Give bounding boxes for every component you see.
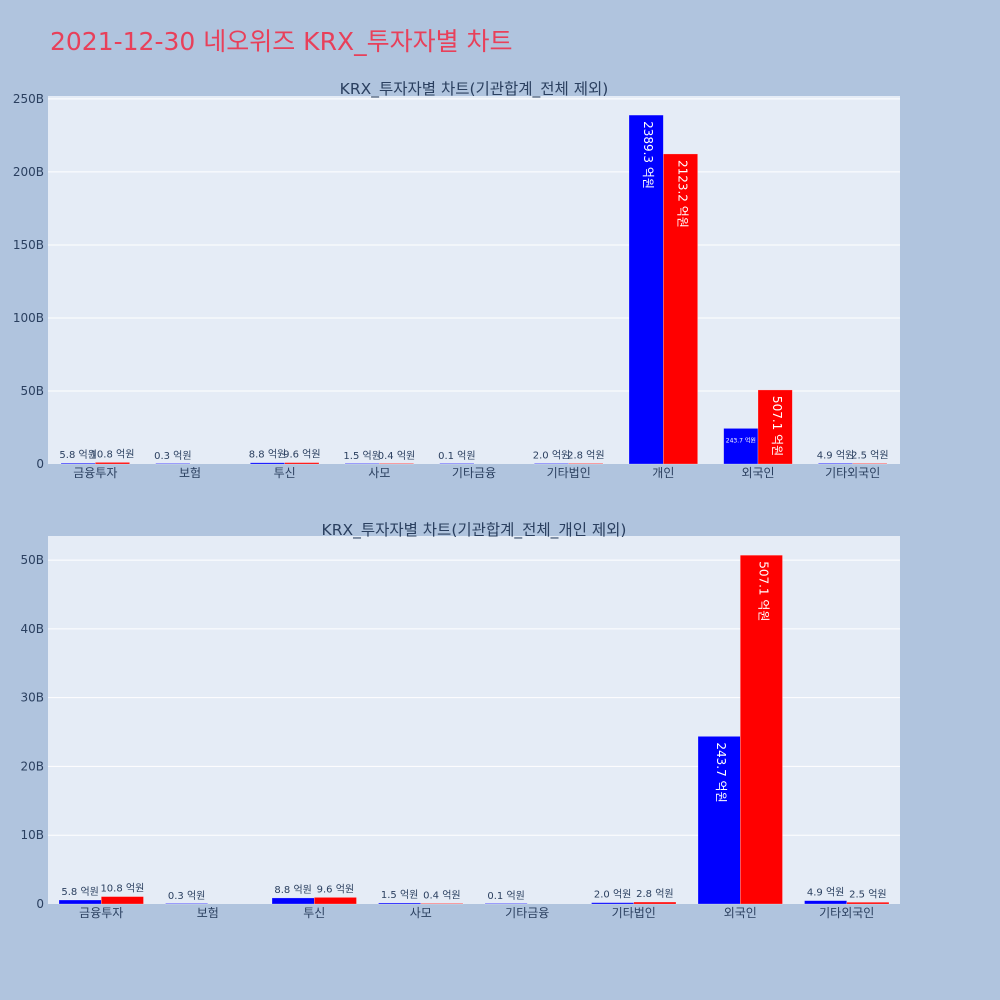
bar: [757, 389, 793, 465]
data-label: 2.0 억원: [533, 450, 570, 462]
y-tick-label: 0: [36, 457, 44, 471]
x-tick-label: 기타금융: [452, 466, 496, 480]
bar: [60, 462, 96, 465]
bar: [804, 900, 847, 905]
bar: [846, 902, 890, 905]
bar: [534, 463, 569, 465]
bar: [818, 463, 853, 465]
data-label: 2.5 억원: [851, 450, 888, 462]
x-tick-label: 투신: [274, 466, 296, 480]
data-label: 2.8 억원: [567, 450, 604, 462]
bar: [697, 736, 741, 905]
data-label: 1.5 억원: [343, 450, 380, 462]
bar: [723, 428, 759, 465]
bar: [165, 903, 208, 905]
data-label: 5.8 억원: [61, 886, 98, 898]
data-label: 0.1 억원: [487, 890, 524, 902]
bar: [568, 463, 604, 465]
data-label: 4.9 억원: [817, 449, 854, 461]
bar: [344, 463, 380, 465]
x-tick-label: 보험: [179, 466, 201, 480]
bar: [284, 462, 320, 465]
bar: [314, 897, 357, 905]
bar: [271, 897, 315, 905]
data-label: 507.1 억원: [770, 396, 784, 456]
y-tick-label: 40B: [20, 622, 44, 636]
data-label: 0.4 억원: [378, 450, 415, 462]
page-title: 2021-12-30 네오위즈 KRX_투자자별 차트: [50, 27, 513, 56]
data-label: 1.5 억원: [381, 889, 418, 901]
bar: [420, 903, 464, 905]
bar: [852, 463, 888, 465]
x-tick-label: 금융투자: [73, 466, 117, 480]
bar: [250, 462, 285, 465]
data-label: 0.3 억원: [168, 890, 205, 902]
bar: [58, 899, 102, 905]
data-label: 2.8 억원: [636, 888, 673, 900]
data-label: 2.5 억원: [849, 888, 886, 900]
x-tick-label: 개인: [652, 466, 674, 480]
y-tick-label: 20B: [20, 759, 44, 773]
data-label: 10.8 억원: [100, 883, 144, 895]
y-tick-label: 250B: [13, 92, 44, 106]
x-tick-label: 사모: [368, 466, 390, 480]
data-label: 8.8 억원: [274, 884, 311, 896]
data-label: 243.7 억원: [714, 742, 728, 802]
y-tick-label: 30B: [20, 691, 44, 705]
data-label: 8.8 억원: [249, 449, 286, 461]
y-tick-label: 0: [36, 897, 44, 911]
data-label: 2.0 억원: [594, 889, 631, 901]
data-label: 2389.3 억원: [641, 121, 655, 189]
bar: [101, 896, 144, 905]
data-label: 5.8 억원: [59, 449, 96, 461]
bar: [591, 902, 634, 905]
data-label: 0.1 억원: [438, 450, 475, 462]
data-label: 2123.2 억원: [676, 160, 690, 228]
y-tick-label: 200B: [13, 165, 44, 179]
bar: [633, 901, 677, 905]
y-tick-label: 10B: [20, 828, 44, 842]
data-label: 9.6 억원: [317, 883, 354, 895]
y-tick-label: 150B: [13, 238, 44, 252]
x-tick-label: 외국인: [724, 906, 757, 920]
chart-bottom: 0 10B 20B 30B 40B 50B KRX_투자자별 차트(기관합계_전체_개인 제…: [20, 521, 900, 920]
data-label: 0.3 억원: [154, 450, 191, 462]
bar: [663, 153, 698, 465]
chart-title: KRX_투자자별 차트(기관합계_전체 제외): [340, 80, 609, 99]
bar: [628, 114, 664, 465]
bar: [740, 554, 783, 905]
x-tick-label: 기타법인: [612, 906, 656, 920]
x-tick-label: 투신: [303, 906, 325, 920]
data-label: 0.4 억원: [423, 890, 460, 902]
data-label: 4.9 억원: [807, 887, 844, 899]
x-tick-label: 기타법인: [547, 466, 591, 480]
data-label: 243.7 억원: [726, 436, 756, 444]
data-label: 507.1 억원: [756, 561, 770, 621]
x-tick-label: 사모: [410, 906, 432, 920]
data-label: 10.8 억원: [91, 448, 135, 460]
bar: [155, 463, 191, 465]
data-label: 9.6 억원: [283, 449, 320, 461]
x-tick-label: 금융투자: [79, 906, 123, 920]
x-tick-label: 기타외국인: [825, 466, 880, 480]
x-tick-label: 기타외국인: [819, 906, 874, 920]
x-tick-label: 기타금융: [505, 906, 549, 920]
bar: [484, 903, 528, 905]
y-tick-label: 50B: [20, 553, 44, 567]
bar: [379, 463, 414, 465]
y-tick-label: 50B: [20, 384, 44, 398]
bar: [378, 902, 421, 905]
bar: [439, 463, 475, 465]
bar: [95, 462, 130, 465]
x-tick-label: 외국인: [741, 466, 774, 480]
x-tick-label: 보험: [197, 906, 219, 920]
y-tick-label: 100B: [13, 311, 44, 325]
chart-title: KRX_투자자별 차트(기관합계_전체_개인 제외): [322, 521, 627, 540]
chart-top: 0 50B 100B 150B 200B 250B KRX_투자자별 차트(기관합계_전체 …: [13, 80, 900, 480]
